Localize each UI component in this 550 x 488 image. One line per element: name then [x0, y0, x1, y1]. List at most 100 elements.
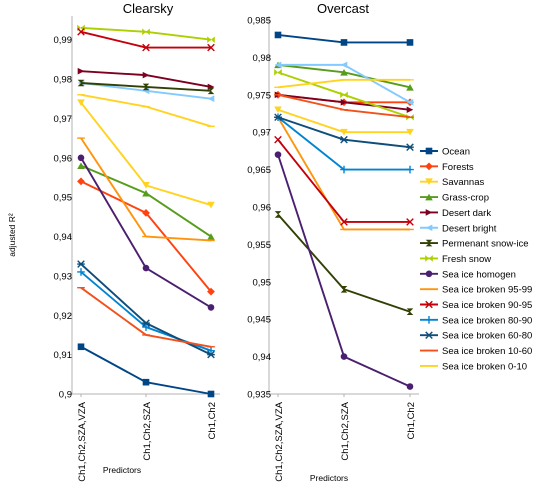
data-point-fresh-snow: [406, 113, 414, 121]
series-sea-ice-homogen: [77, 154, 215, 311]
legend-label: Sea ice broken 95-99: [442, 285, 532, 296]
data-point-sea-ice-broken-60-80: [207, 350, 215, 359]
series-savannas: [274, 106, 414, 136]
data-point-fresh-snow: [340, 91, 348, 99]
y-tick-label: 0,96: [253, 203, 272, 214]
data-point-fresh-snow: [207, 36, 215, 43]
overcast-chart: Overcast Predictors 0,935 0,94 0,945 0,95 0,…: [247, 1, 419, 483]
series-sea-ice-broken-95-99: [77, 137, 215, 242]
series-sea-ice-broken-60-80: [77, 260, 215, 359]
y-tick-label: 0,94: [253, 352, 272, 363]
y-tick-label: 0,91: [54, 350, 73, 361]
data-point-permenant-snow-ice: [207, 87, 215, 95]
x-tick-label: Ch1,Ch2: [406, 402, 417, 440]
data-point-savannas: [207, 201, 215, 209]
data-point-desert-dark: [340, 98, 348, 106]
data-point-permenant-snow-ice: [406, 308, 414, 316]
clearsky-x-axis-label: Predictors: [103, 465, 141, 475]
data-point-savannas: [340, 128, 348, 136]
data-point-grass-crop: [142, 189, 150, 197]
series-sea-ice-broken-0-10: [274, 78, 414, 89]
shared-y-axis-label: adjusted R²: [7, 213, 17, 257]
overcast-x-axis-label: Predictors: [310, 473, 348, 483]
series-line-sea-ice-broken-60-80: [80, 263, 212, 356]
x-tick-label: Ch1,Ch2: [207, 402, 218, 440]
data-point-permenant-snow-ice: [340, 285, 348, 293]
legend-item-sea-ice-homogen: Sea ice homogen: [420, 269, 516, 280]
y-tick-label: 0,9: [59, 390, 72, 401]
legend-item-forests: Forests: [420, 162, 474, 173]
legend-item-fresh-snow: Fresh snow: [420, 254, 491, 265]
y-tick-label: 0,96: [54, 153, 73, 164]
legend-item-permenant-snow-ice: Permenant snow-ice: [420, 239, 529, 250]
legend-marker: [425, 239, 433, 247]
legend-marker: [425, 147, 433, 155]
legend-item-desert-bright: Desert bright: [420, 223, 497, 234]
data-point-sea-ice-homogen: [207, 304, 215, 311]
series-line-sea-ice-broken-0-10: [80, 93, 212, 128]
data-point-sea-ice-broken-80-90: [77, 268, 85, 276]
data-point-fresh-snow: [142, 28, 150, 36]
data-point-sea-ice-broken-60-80: [340, 135, 348, 144]
data-point-savannas: [142, 182, 150, 189]
series-permenant-snow-ice: [77, 79, 215, 95]
legend-item-sea-ice-broken-95-99: Sea ice broken 95-99: [420, 285, 532, 296]
data-point-sea-ice-homogen: [142, 264, 150, 272]
data-point-ocean: [340, 39, 348, 46]
y-tick-label: 0,95: [54, 193, 73, 204]
data-point-savannas: [274, 106, 282, 114]
x-tick-label: Ch1,Ch2,SZA,VZA: [274, 401, 285, 481]
legend-item-sea-ice-broken-80-90: Sea ice broken 80-90: [420, 315, 532, 326]
x-tick-label: Ch1,Ch2,SZA,VZA: [77, 401, 88, 481]
y-tick-label: 0,98: [253, 53, 272, 64]
series-grass-crop: [77, 162, 215, 240]
series-line-sea-ice-broken-80-90: [277, 116, 410, 171]
overcast-chart-title: Overcast: [317, 1, 369, 16]
legend-label: Sea ice broken 90-95: [442, 300, 532, 311]
series-line-sea-ice-broken-90-95: [80, 30, 211, 49]
legend-item-sea-ice-broken-60-80: Sea ice broken 60-80: [420, 331, 532, 342]
y-tick-label: 0,945: [247, 315, 271, 326]
data-point-sea-ice-broken-90-95: [142, 43, 150, 52]
data-point-fresh-snow: [274, 69, 282, 76]
legend-item-ocean: Ocean: [420, 147, 470, 158]
data-point-permenant-snow-ice: [77, 79, 85, 87]
legend-label: Grass-crop: [442, 193, 489, 204]
y-tick-label: 0,98: [54, 75, 73, 86]
series-line-sea-ice-homogen: [80, 157, 212, 309]
legend-marker: [425, 224, 433, 232]
data-point-grass-crop: [77, 162, 85, 169]
series-sea-ice-homogen: [274, 151, 414, 390]
data-point-sea-ice-homogen: [77, 154, 85, 162]
data-point-sea-ice-broken-80-90: [207, 346, 215, 355]
series-sea-ice-broken-10-60: [274, 93, 414, 119]
clearsky-chart: Clearsky Predictors 0,9 0,91 0,92 0,93 0,94 0…: [54, 1, 220, 482]
legend-marker: [425, 331, 433, 339]
series-fresh-snow: [274, 69, 414, 121]
legend-label: Permenant snow-ice: [442, 239, 529, 250]
data-point-sea-ice-broken-90-95: [340, 218, 348, 226]
legend-item-savannas: Savannas: [420, 177, 485, 188]
y-tick-label: 0,935: [247, 390, 271, 401]
data-point-grass-crop: [406, 84, 414, 91]
data-point-sea-ice-broken-90-95: [207, 43, 215, 52]
data-point-savannas: [77, 99, 85, 106]
data-point-ocean: [207, 390, 215, 398]
y-tick-label: 0,99: [54, 35, 73, 46]
clearsky-chart-title: Clearsky: [123, 1, 174, 16]
series-ocean: [274, 31, 414, 46]
data-point-sea-ice-broken-80-90: [142, 323, 150, 331]
data-point-ocean: [77, 343, 85, 351]
legend-marker: [425, 178, 433, 185]
data-point-forests: [142, 209, 150, 217]
legend-label: Desert dark: [442, 208, 491, 219]
legend-marker: [425, 270, 433, 278]
legend-marker: [425, 209, 433, 216]
data-point-forests: [77, 177, 85, 186]
data-point-permenant-snow-ice: [274, 211, 282, 218]
data-point-sea-ice-homogen: [406, 383, 414, 390]
data-point-sea-ice-broken-90-95: [406, 218, 414, 226]
legend-marker: [425, 255, 433, 262]
series-desert-bright: [274, 61, 414, 106]
data-point-sea-ice-broken-60-80: [274, 113, 282, 122]
